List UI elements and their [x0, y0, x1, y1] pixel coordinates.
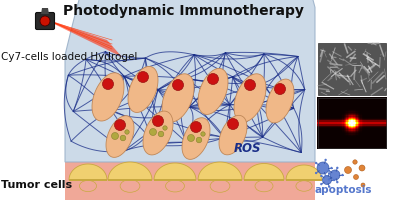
Circle shape [137, 72, 149, 82]
Circle shape [152, 116, 164, 127]
Polygon shape [286, 165, 322, 180]
Text: Tumor cells: Tumor cells [1, 180, 72, 190]
Circle shape [201, 132, 205, 136]
Polygon shape [65, 162, 315, 200]
Circle shape [190, 121, 201, 132]
Circle shape [328, 169, 330, 172]
Polygon shape [219, 115, 247, 155]
Polygon shape [143, 111, 173, 155]
Circle shape [328, 178, 330, 181]
Circle shape [111, 132, 118, 140]
Circle shape [188, 134, 194, 142]
Polygon shape [108, 162, 152, 180]
Circle shape [330, 167, 333, 169]
Polygon shape [92, 73, 124, 121]
Circle shape [320, 183, 323, 185]
Text: Cy7-cells loaded Hydrogel: Cy7-cells loaded Hydrogel [1, 52, 137, 62]
Text: ROS: ROS [234, 142, 262, 154]
Polygon shape [198, 68, 228, 114]
Circle shape [354, 174, 359, 180]
Polygon shape [244, 164, 284, 180]
Circle shape [353, 160, 357, 164]
Polygon shape [198, 162, 242, 180]
Circle shape [328, 185, 330, 188]
Circle shape [322, 176, 331, 184]
Circle shape [275, 84, 286, 95]
Text: Photodynamic Immunotherapy: Photodynamic Immunotherapy [62, 4, 303, 18]
Polygon shape [154, 163, 196, 180]
Polygon shape [106, 116, 134, 157]
Circle shape [359, 165, 365, 171]
Circle shape [330, 170, 340, 180]
Polygon shape [182, 118, 210, 159]
Circle shape [336, 167, 339, 169]
Polygon shape [266, 79, 294, 123]
Circle shape [317, 162, 329, 174]
Circle shape [328, 172, 330, 175]
FancyBboxPatch shape [36, 12, 55, 29]
Circle shape [341, 174, 344, 176]
Circle shape [207, 73, 218, 84]
Polygon shape [65, 0, 315, 162]
Polygon shape [69, 164, 107, 180]
Circle shape [120, 135, 126, 141]
Circle shape [315, 172, 317, 174]
Circle shape [344, 166, 352, 173]
Polygon shape [162, 74, 194, 122]
Circle shape [40, 16, 50, 26]
Circle shape [163, 126, 167, 130]
Circle shape [245, 79, 256, 90]
Polygon shape [52, 21, 122, 57]
Circle shape [149, 129, 156, 136]
Circle shape [324, 175, 327, 177]
Circle shape [125, 130, 129, 134]
Circle shape [102, 78, 113, 90]
Circle shape [336, 181, 339, 183]
Circle shape [158, 131, 164, 137]
Polygon shape [41, 8, 49, 14]
Circle shape [196, 137, 202, 143]
Polygon shape [128, 66, 158, 112]
Circle shape [228, 118, 239, 130]
Circle shape [115, 119, 126, 130]
Circle shape [333, 179, 335, 181]
Circle shape [173, 79, 184, 90]
Circle shape [315, 162, 317, 164]
Circle shape [320, 175, 323, 177]
Text: apoptosis: apoptosis [314, 185, 372, 195]
Polygon shape [234, 74, 266, 122]
Circle shape [324, 159, 327, 161]
FancyBboxPatch shape [318, 43, 386, 95]
Circle shape [361, 183, 365, 187]
